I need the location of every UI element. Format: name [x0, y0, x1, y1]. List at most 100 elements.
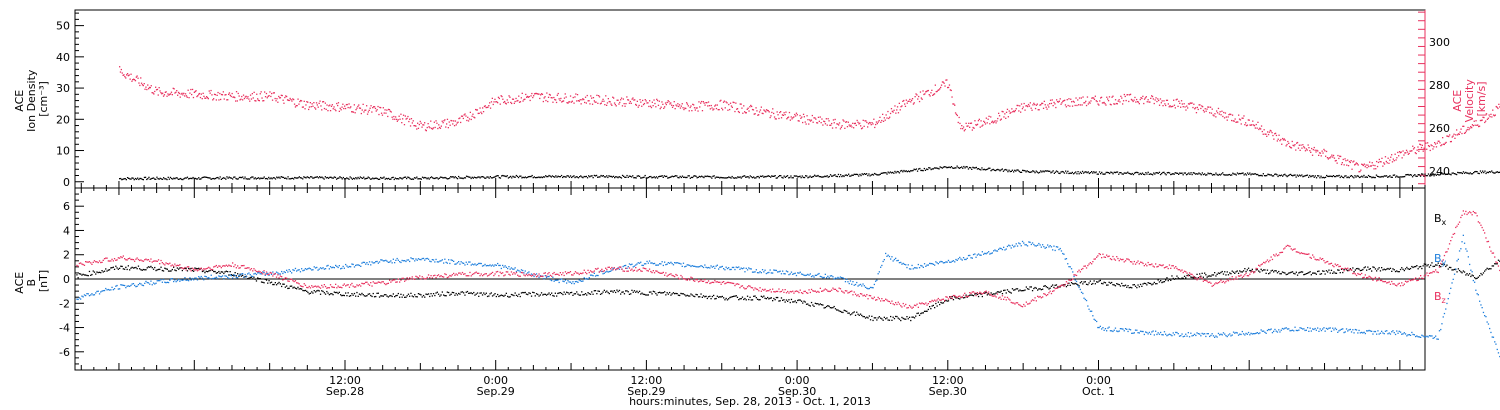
velocity-series-point	[348, 103, 350, 105]
velocity-series-point	[283, 102, 285, 104]
by-series-point	[461, 262, 464, 264]
density-series-point	[913, 168, 915, 170]
density-series-point	[199, 178, 201, 180]
density-series-point	[1106, 171, 1109, 174]
density-series-point	[154, 178, 156, 180]
velocity-series-point	[736, 108, 739, 110]
velocity-series-point	[1042, 102, 1044, 105]
velocity-series-point	[197, 95, 199, 97]
velocity-series-point	[412, 120, 414, 122]
by-series-point	[574, 281, 577, 283]
density-series-point	[560, 174, 563, 177]
by-series-point	[778, 271, 780, 273]
velocity-series-point	[1441, 144, 1443, 146]
by-series-point	[601, 270, 603, 273]
bx-series-point	[1467, 274, 1469, 276]
velocity-series-point	[1444, 142, 1446, 144]
by-series-point	[122, 284, 124, 286]
density-series-point	[1389, 175, 1391, 177]
velocity-series-point	[1245, 125, 1248, 127]
by-series-point	[474, 263, 476, 265]
bx-series-point	[1382, 269, 1384, 271]
density-series-point	[1347, 176, 1349, 178]
bx-series-point	[1112, 284, 1114, 286]
density-series-point	[742, 175, 745, 177]
density-series-point	[1353, 177, 1355, 179]
bx-series-point	[872, 319, 874, 322]
velocity-series-point	[456, 122, 458, 124]
density-series-point	[261, 177, 263, 180]
velocity-series-point	[967, 125, 969, 127]
by-series-point	[721, 265, 723, 268]
velocity-series-point	[153, 93, 155, 95]
density-series-point	[1374, 176, 1376, 179]
velocity-series-point	[266, 97, 268, 99]
velocity-series-point	[545, 99, 547, 102]
bx-series-point	[630, 293, 632, 295]
bx-series-point	[787, 300, 789, 302]
by-series-point	[431, 259, 433, 261]
velocity-series-point	[344, 107, 347, 110]
velocity-series-point	[1401, 157, 1403, 159]
density-series-point	[281, 176, 283, 178]
by-series-point	[677, 262, 680, 264]
bx-series-point	[298, 288, 300, 290]
density-series-point	[551, 175, 554, 177]
bx-series-point	[1339, 272, 1341, 274]
by-series-point	[809, 273, 811, 275]
velocity-series-point	[843, 120, 845, 122]
velocity-series-point	[1136, 101, 1139, 103]
bx-series-point	[544, 293, 546, 295]
bx-series-point	[817, 303, 819, 305]
velocity-series-point	[569, 101, 571, 103]
bx-series-point	[925, 310, 927, 312]
bx-series-point	[1202, 276, 1204, 278]
velocity-series-point	[784, 114, 786, 116]
velocity-series-point	[1195, 112, 1198, 114]
velocity-series-point	[251, 93, 253, 95]
bx-series-point	[1383, 268, 1385, 270]
density-series-point	[779, 175, 781, 177]
by-series-point	[242, 273, 244, 275]
by-series-point	[333, 267, 335, 269]
bx-series-point	[135, 266, 137, 269]
velocity-series-point	[543, 97, 545, 99]
density-series-point	[406, 177, 408, 180]
by-series-point	[490, 265, 492, 267]
by-series-point	[734, 268, 736, 271]
density-series-point	[693, 175, 695, 177]
bx-series-point	[461, 291, 464, 293]
velocity-series-point	[236, 100, 238, 102]
bx-series-point	[681, 293, 683, 295]
bx-series-point	[392, 293, 394, 295]
velocity-series-point	[1185, 109, 1187, 111]
density-series-point	[629, 175, 632, 177]
bx-series-point	[367, 293, 369, 295]
bx-series-point	[844, 310, 847, 312]
bx-series-point	[219, 272, 221, 274]
velocity-series-point	[218, 99, 220, 101]
velocity-series-point	[1069, 105, 1071, 107]
density-series-point	[536, 176, 538, 179]
velocity-series-point	[1074, 104, 1076, 107]
velocity-series-point	[1282, 139, 1285, 141]
density-series-point	[1251, 173, 1253, 175]
bx-series-point	[291, 285, 293, 287]
by-series-point	[314, 267, 317, 269]
bx-series-point	[669, 291, 671, 294]
bx-series-point	[326, 290, 328, 293]
density-series-point	[170, 177, 173, 180]
velocity-series-point	[660, 106, 662, 108]
by-series-point	[505, 266, 507, 268]
velocity-series-point	[411, 122, 413, 124]
density-series-point	[557, 175, 559, 177]
velocity-series-point	[1234, 118, 1236, 120]
density-series-point	[580, 175, 582, 177]
bx-series-point	[793, 301, 795, 303]
density-series-point	[132, 177, 134, 179]
by-series-point	[169, 279, 171, 281]
bx-series-point	[1323, 270, 1325, 272]
velocity-series-point	[547, 96, 550, 98]
density-series-point	[1025, 171, 1027, 173]
